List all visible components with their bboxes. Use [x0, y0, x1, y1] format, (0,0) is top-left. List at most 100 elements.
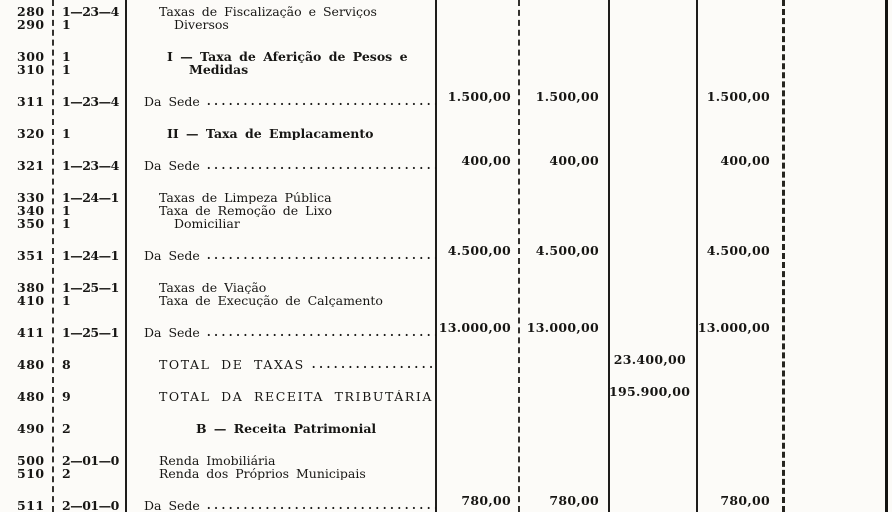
value-col-c [609, 244, 697, 257]
row-classification-code: 1 [62, 216, 71, 231]
value-col-a: 13.000,00 [438, 320, 511, 335]
row-classification-code: 1 [62, 126, 71, 141]
row-classification-code: 9 [62, 389, 71, 404]
row-description: Da Sede [144, 499, 200, 512]
value-col-c [609, 494, 697, 507]
table-section: 321 1—23—4 Da Sede........................… [0, 154, 892, 173]
value-col-d: 4.500,00 [706, 243, 770, 258]
leader-dots: ........................................… [206, 159, 436, 172]
row-classification-code: 2 [62, 466, 71, 481]
row-description-cell: B — Receita Patrimonial [126, 422, 436, 435]
table-section: 480 8 TOTAL DE TAXAS......................… [0, 353, 892, 372]
row-description: Renda Imobiliária [159, 454, 276, 467]
table-section: 511 2—01—0 Da Sede........................… [0, 494, 892, 512]
table-row: 310 1 Medidas [0, 63, 892, 76]
row-description: B — Receita Patrimonial [196, 422, 377, 435]
table-section: 500 2—01—0 Renda Imobiliária 510 2 Renda dos … [0, 454, 892, 480]
row-classification-code: 1 [62, 62, 71, 77]
value-col-e [783, 353, 883, 366]
row-classification-code: 1 [62, 49, 71, 64]
value-col-d: 780,00 [720, 493, 770, 508]
value-col-d [697, 385, 783, 398]
table-row: 290 1 Diversos [0, 18, 892, 31]
value-col-b: 400,00 [549, 153, 599, 168]
row-description-cell: Taxa de Execução de Calçamento [126, 294, 436, 307]
row-description: TOTAL DA RECEITA TRIBUTÁRIA [159, 390, 434, 403]
row-description-cell: TOTAL DE TAXAS..........................… [126, 358, 436, 371]
row-classification-code: 2—01—0 [62, 453, 119, 468]
value-col-e [783, 154, 883, 167]
row-description-cell: Renda Imobiliária [126, 454, 436, 467]
table-row: 320 1 II — Taxa de Emplacamento [0, 127, 892, 140]
table-right-border-rule [885, 0, 888, 512]
leader-dots: ........................................… [206, 95, 436, 108]
row-description: Diversos [174, 18, 229, 31]
table-section: 330 1—24—1 Taxas de Limpeza Pública 340 1 Tax… [0, 191, 892, 230]
row-description-cell: Renda dos Próprios Municipais [126, 467, 436, 480]
row-description: Medidas [189, 63, 249, 76]
leader-dots: ........................................… [311, 358, 436, 371]
row-code: 510 [17, 466, 45, 481]
table-row: 351 1—24—1 Da Sede........................… [0, 244, 892, 262]
row-description: II — Taxa de Emplacamento [167, 127, 374, 140]
value-col-b: 1.500,00 [535, 89, 599, 104]
value-col-a: 780,00 [461, 493, 511, 508]
table-row: 480 9 TOTAL DA RECEITA TRIBUTÁRIA 195.900,0… [0, 385, 892, 404]
row-classification-code: 1 [62, 17, 71, 32]
row-description: Renda dos Próprios Municipais [159, 467, 366, 480]
table-row: 500 2—01—0 Renda Imobiliária [0, 454, 892, 467]
row-description-cell: Taxa de Remoção de Lixo [126, 204, 436, 217]
value-col-a: 4.500,00 [447, 243, 511, 258]
row-description: I — Taxa de Aferição de Pesos e [167, 50, 408, 63]
row-description: Da Sede [144, 326, 200, 339]
table-row: 330 1—24—1 Taxas de Limpeza Pública [0, 191, 892, 204]
row-classification-code: 1—23—4 [62, 158, 119, 173]
table-row: 380 1—25—1 Taxas de Viação [0, 281, 892, 294]
row-code: 500 [17, 453, 45, 468]
row-code: 330 [17, 190, 45, 205]
table-row: 340 1 Taxa de Remoção de Lixo [0, 204, 892, 217]
value-col-d [697, 353, 783, 366]
value-col-e [783, 385, 883, 398]
row-description-cell: Diversos [126, 18, 436, 31]
row-description: Taxas de Viação [159, 281, 267, 294]
row-description-cell: TOTAL DA RECEITA TRIBUTÁRIA [126, 390, 436, 403]
table-section: 311 1—23—4 Da Sede........................… [0, 90, 892, 108]
table-section: 480 9 TOTAL DA RECEITA TRIBUTÁRIA 195.900,0… [0, 385, 892, 404]
value-col-b [519, 353, 609, 366]
table-section: 380 1—25—1 Taxas de Viação 410 1 Taxa de Exec… [0, 281, 892, 307]
table-row: 511 2—01—0 Da Sede........................… [0, 494, 892, 512]
value-col-c [609, 90, 697, 103]
column-rule-classification-description [125, 0, 127, 512]
value-col-d: 13.000,00 [697, 320, 770, 335]
row-classification-code: 2—01—0 [62, 498, 119, 512]
row-classification-code: 1—24—1 [62, 190, 119, 205]
table-section: 411 1—25—1 Da Sede........................… [0, 321, 892, 339]
value-col-d: 400,00 [720, 153, 770, 168]
row-description: Taxas de Fiscalização e Serviços [159, 5, 377, 18]
row-code: 380 [17, 280, 45, 295]
row-code: 290 [17, 17, 45, 32]
leader-dots: ........................................… [206, 326, 436, 339]
column-rule-col3-col4 [696, 0, 698, 512]
value-col-e [783, 494, 883, 507]
row-code: 490 [17, 421, 45, 436]
table-section: 300 1 I — Taxa de Aferição de Pesos e 310 1 M… [0, 50, 892, 76]
column-rule-col2-col3 [608, 0, 610, 512]
row-classification-code: 1—25—1 [62, 280, 119, 295]
row-code: 511 [17, 498, 45, 512]
row-code: 480 [17, 357, 45, 372]
row-description-cell: Da Sede.................................… [126, 499, 436, 512]
row-description: Da Sede [144, 95, 200, 108]
table-row: 321 1—23—4 Da Sede........................… [0, 154, 892, 173]
row-description: Da Sede [144, 159, 200, 172]
value-col-e [783, 244, 883, 257]
column-rule-col1-col2 [518, 0, 520, 512]
row-description-cell: Taxas de Limpeza Pública [126, 191, 436, 204]
row-description-cell: I — Taxa de Aferição de Pesos e [126, 50, 436, 63]
row-code: 410 [17, 293, 45, 308]
value-col-b: 13.000,00 [526, 320, 599, 335]
value-col-a: 400,00 [461, 153, 511, 168]
